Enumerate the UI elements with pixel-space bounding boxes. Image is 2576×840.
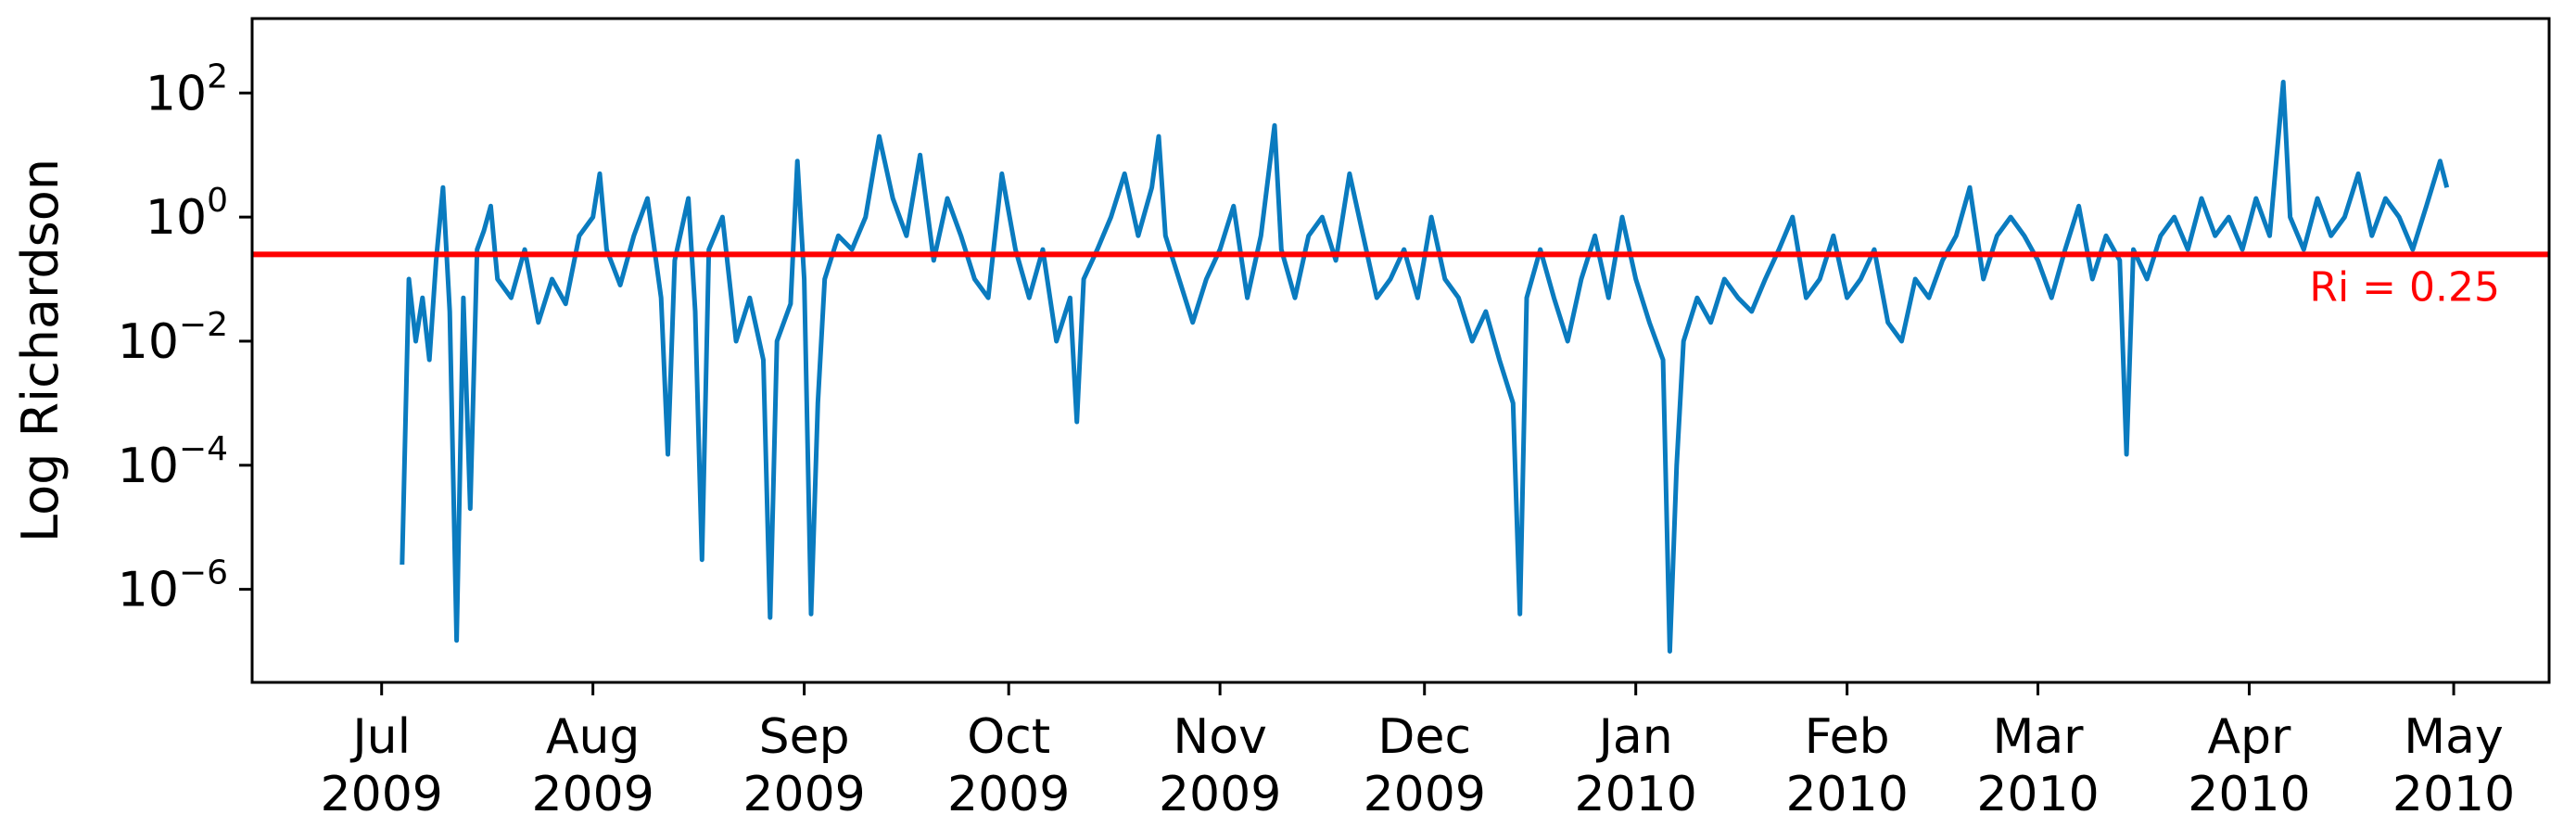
x-tick-month: Jul (349, 709, 411, 765)
y-tick-base: 10 (146, 190, 207, 246)
x-tick-month: Apr (2207, 709, 2291, 765)
x-tick-month: Dec (1377, 709, 1471, 765)
y-tick-exponent: −4 (179, 430, 228, 468)
x-tick-year: 2010 (1976, 767, 2099, 822)
x-tick-month: Mar (1992, 709, 2084, 765)
y-tick-base: 10 (118, 439, 179, 494)
x-tick-year: 2010 (2392, 767, 2515, 822)
x-tick-month: Aug (546, 709, 641, 765)
y-tick-base: 10 (146, 66, 207, 121)
richardson-series-line (400, 80, 2450, 654)
y-tick-exponent: −6 (179, 554, 228, 592)
x-tick-year: 2009 (1159, 767, 1281, 822)
tick-marks (239, 91, 2455, 695)
x-axis-tick-labels: Jul2009Aug2009Sep2009Oct2009Nov2009Dec20… (321, 709, 2516, 822)
y-tick-exponent: 2 (207, 57, 228, 95)
plot-area-frame (250, 17, 2551, 684)
y-tick-label: 10−2 (118, 306, 228, 370)
x-tick-year: 2009 (531, 767, 654, 822)
y-tick-label: 10−6 (118, 554, 228, 618)
series-layer (400, 80, 2450, 654)
x-tick-year: 2009 (742, 767, 865, 822)
x-tick-month: Oct (967, 709, 1050, 765)
y-tick-label: 10−4 (118, 430, 228, 494)
x-tick-year: 2010 (1785, 767, 1908, 822)
x-tick-month: Sep (759, 709, 850, 765)
x-tick-year: 2010 (2188, 767, 2310, 822)
y-tick-base: 10 (118, 563, 179, 618)
y-tick-exponent: 0 (207, 182, 228, 220)
y-tick-label: 102 (146, 57, 228, 121)
x-tick-month: Nov (1173, 709, 1267, 765)
y-tick-base: 10 (118, 314, 179, 370)
x-tick-year: 2009 (1364, 767, 1486, 822)
x-tick-year: 2009 (321, 767, 443, 822)
x-tick-year: 2009 (947, 767, 1070, 822)
x-tick-month: Jan (1596, 709, 1673, 765)
x-tick-month: May (2404, 709, 2504, 765)
y-axis-title: Log Richardson (11, 159, 70, 542)
threshold-label: Ri = 0.25 (2309, 263, 2500, 311)
y-tick-exponent: −2 (179, 306, 228, 344)
x-tick-month: Feb (1805, 709, 1890, 765)
y-tick-label: 100 (146, 182, 228, 246)
x-tick-year: 2010 (1575, 767, 1697, 822)
